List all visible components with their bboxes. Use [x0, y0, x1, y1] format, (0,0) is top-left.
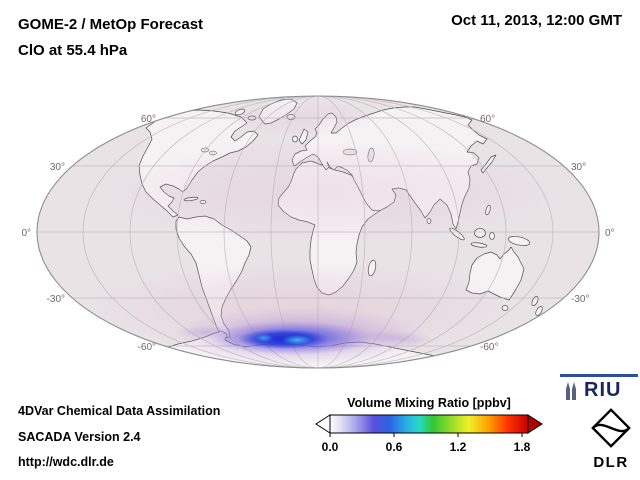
lat-label-right-60n: 60° — [480, 114, 495, 125]
island-java — [470, 242, 488, 248]
colorbar-tick-1: 0.6 — [385, 440, 403, 454]
dlr-text: DLR — [593, 454, 629, 471]
credits-line2: SACADA Version 2.4 — [18, 429, 141, 444]
colorbar-title: Volume Mixing Ratio [ppbv] — [347, 396, 511, 410]
world-map: 60° 30° 0° -30° -60° 60° 30° 0° -30° -60… — [21, 95, 615, 369]
plot-title-line2: ClO at 55.4 hPa — [18, 42, 128, 59]
lat-label-left-0: 0° — [21, 228, 31, 239]
colorbar-gradient-bar — [329, 414, 529, 434]
lat-label-right-0: 0° — [605, 228, 615, 239]
colorbar-scale — [315, 414, 543, 437]
riu-accent-line — [560, 374, 638, 377]
latitude-labels: 60° 30° 0° -30° -60° 60° 30° 0° -30° -60… — [21, 114, 614, 353]
colorbar-left-arrow — [315, 414, 331, 434]
island-new-zealand-north — [531, 295, 539, 307]
lat-label-left-30s: -30° — [47, 294, 65, 305]
colorbar: Volume Mixing Ratio [ppbv] 0.0 0.6 1.2 1… — [314, 396, 544, 460]
colorbar-tick-0: 0.0 — [321, 440, 339, 454]
riu-logo: RIU — [560, 374, 638, 400]
colorbar-tick-labels: 0.0 0.6 1.2 1.8 — [314, 440, 544, 456]
lat-label-right-30n: 30° — [571, 162, 586, 173]
riu-text: RIU — [584, 379, 622, 401]
credits-url: http://wdc.dlr.de — [18, 455, 114, 469]
riu-cathedral-icon — [566, 382, 576, 400]
plot-title: GOME-2 / MetOp Forecast ClO at 55.4 hPa — [18, 12, 203, 64]
dlr-emblem-icon — [591, 408, 631, 448]
lat-label-left-60n: 60° — [141, 114, 156, 125]
anomaly-cyan-spot — [282, 335, 312, 345]
colorbar-right-arrow — [527, 414, 543, 434]
credits-line1: 4DVar Chemical Data Assimilation — [18, 404, 221, 418]
lat-label-right-30s: -30° — [571, 294, 589, 305]
colorbar-tick-3: 1.8 — [513, 440, 531, 454]
lat-label-left-60s: -60° — [138, 342, 156, 353]
clo-anomaly — [168, 306, 440, 366]
plot-datetime: Oct 11, 2013, 12:00 GMT — [451, 12, 622, 29]
island-new-guinea — [507, 236, 531, 246]
map-outline — [36, 95, 600, 369]
plot-title-line1: GOME-2 / MetOp Forecast — [18, 16, 204, 33]
anomaly-cyan-spot2 — [255, 334, 273, 342]
lat-label-left-30n: 30° — [50, 162, 65, 173]
lat-label-right-60s: -60° — [480, 342, 498, 353]
dlr-logo: DLR — [584, 408, 638, 471]
island-new-zealand-south — [535, 306, 543, 316]
anomaly-tail-east — [350, 329, 440, 347]
island-sulawesi — [489, 232, 495, 240]
colorbar-tick-2: 1.2 — [449, 440, 467, 454]
credits-block: 4DVar Chemical Data Assimilation SACADA … — [18, 399, 220, 476]
colorbar-tick-marks — [329, 433, 523, 437]
